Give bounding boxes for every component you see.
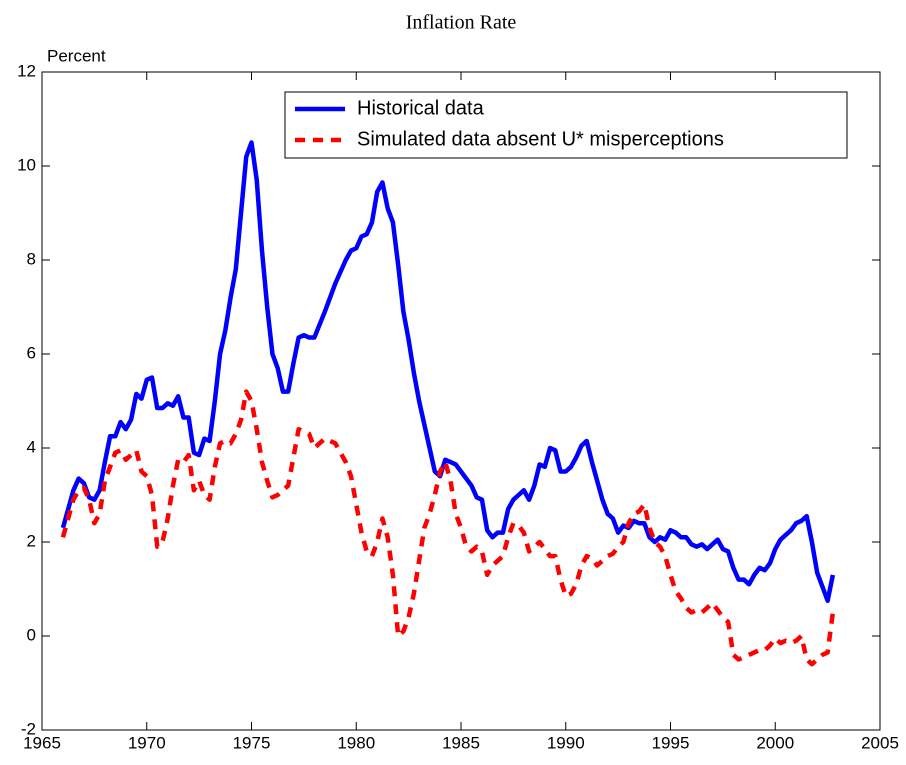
x-tick-label: 1970 — [128, 733, 166, 752]
series-line — [60, 389, 836, 667]
series-line — [60, 140, 836, 603]
x-tick-label: 2000 — [756, 733, 794, 752]
x-tick-label: 1980 — [337, 733, 375, 752]
legend-label: Simulated data absent U* misperceptions — [357, 128, 724, 150]
y-tick-label: 12 — [17, 61, 36, 80]
x-tick-label: 1965 — [23, 733, 61, 752]
y-tick-label: 0 — [27, 625, 36, 644]
y-tick-label: 8 — [27, 249, 36, 268]
plot-frame — [41, 71, 881, 731]
x-tick-label: 2005 — [861, 733, 899, 752]
y-tick-label: 10 — [17, 155, 36, 174]
legend-box — [284, 91, 848, 159]
x-tick-label: 1975 — [233, 733, 271, 752]
x-tick-label: 1995 — [652, 733, 690, 752]
legend-label: Historical data — [357, 97, 485, 119]
x-tick-label: 1985 — [442, 733, 480, 752]
y-tick-label: 6 — [27, 343, 36, 362]
y-tick-label: 4 — [27, 437, 36, 456]
y-tick-label: 2 — [27, 531, 36, 550]
chart-title: Inflation Rate — [406, 12, 517, 34]
x-tick-label: 1990 — [547, 733, 585, 752]
y-axis-label: Percent — [47, 46, 106, 65]
y-tick-label: -2 — [21, 719, 36, 738]
